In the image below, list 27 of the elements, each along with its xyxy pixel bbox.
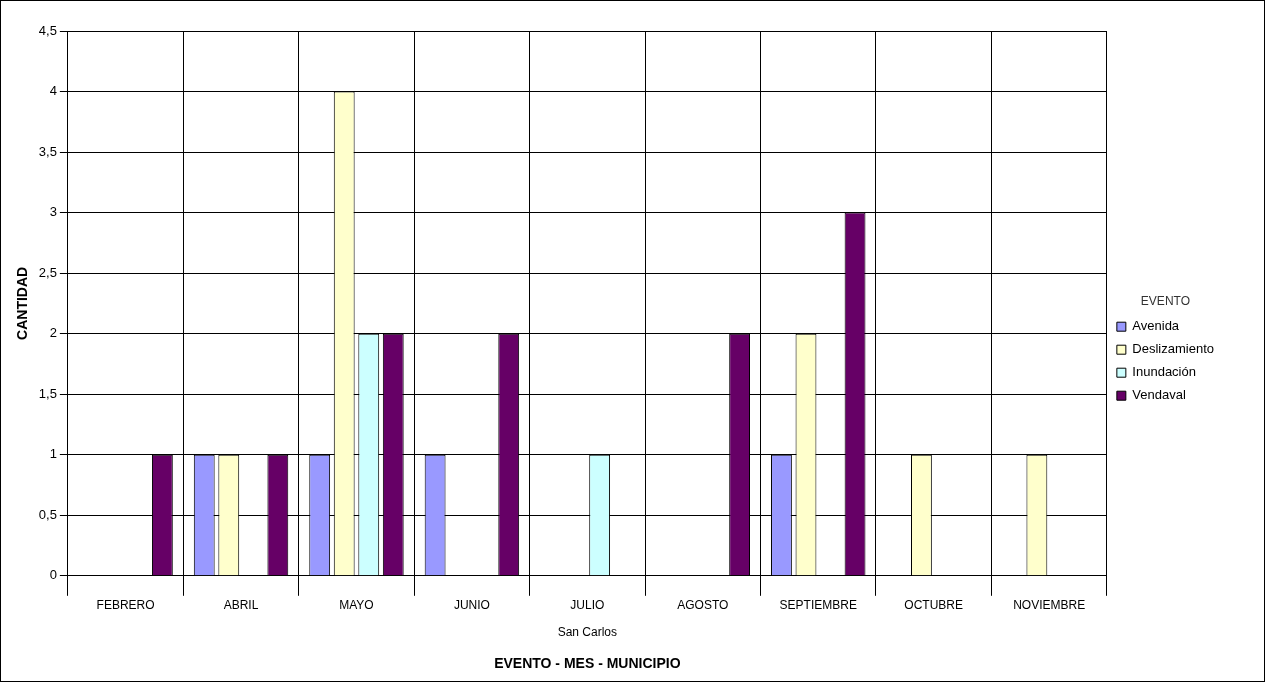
y-tick-label: 1 [49, 446, 57, 462]
y-axis-title: CANTIDAD [14, 266, 31, 340]
y-tick-label: 3,5 [38, 143, 57, 159]
y-tick-label: 4 [49, 83, 57, 99]
x-tick-label: MAYO [339, 598, 374, 613]
x-tick-label: SEPTIEMBRE [779, 598, 857, 613]
x-tick-label: JUNIO [453, 598, 490, 613]
x-axis-title: EVENTO - MES - MUNICIPIO [494, 655, 681, 672]
legend-label: Inundación [1132, 364, 1196, 380]
y-tick-label: 3 [49, 204, 57, 220]
x-tick-label: ABRIL [223, 598, 259, 613]
y-tick-label: 1,5 [38, 385, 57, 401]
legend-label: Deslizamiento [1132, 341, 1215, 357]
y-tick-label: 0 [49, 567, 57, 583]
y-tick-label: 2 [49, 325, 57, 341]
y-tick-label: 0,5 [38, 506, 57, 522]
y-tick-label: 4,5 [38, 22, 57, 38]
x-tick-label: FEBRERO [96, 598, 155, 613]
legend-label: Avenida [1132, 318, 1180, 334]
x-tick-label: JULIO [570, 598, 605, 613]
y-tick-label: 2,5 [38, 264, 57, 280]
text: San Carlos [557, 624, 618, 639]
legend-title: EVENTO [1140, 294, 1190, 309]
x-tick-label: OCTUBRE [904, 598, 964, 613]
x-tick-label: AGOSTO [677, 598, 729, 613]
legend-label: Vendaval [1132, 387, 1186, 403]
x-tick-label: NOVIEMBRE [1013, 598, 1086, 613]
